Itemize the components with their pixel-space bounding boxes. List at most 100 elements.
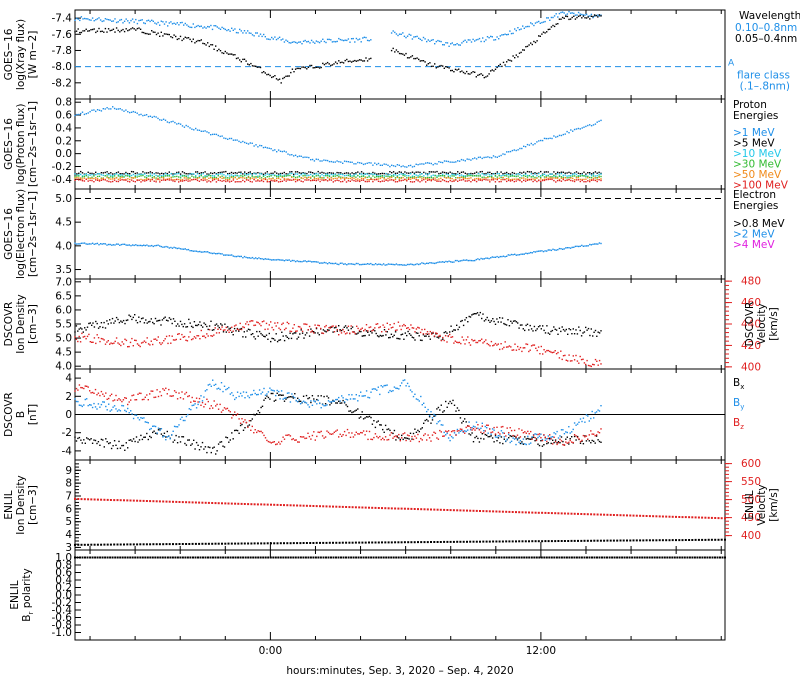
data-point xyxy=(155,174,157,177)
data-point xyxy=(541,173,544,176)
data-point xyxy=(362,172,365,174)
data-point xyxy=(596,335,598,337)
data-point xyxy=(396,329,398,331)
data-point xyxy=(170,342,172,344)
data-point xyxy=(413,57,415,60)
data-point xyxy=(503,346,505,349)
data-point xyxy=(292,504,295,507)
data-point xyxy=(87,243,89,245)
data-point xyxy=(376,174,378,177)
data-point xyxy=(308,335,311,337)
data-point xyxy=(512,349,515,351)
data-point xyxy=(259,173,261,175)
data-point xyxy=(306,68,308,70)
data-point xyxy=(296,338,298,340)
data-point xyxy=(77,330,79,332)
data-point xyxy=(415,398,418,400)
data-point xyxy=(350,327,352,330)
data-point xyxy=(505,324,508,326)
data-point xyxy=(461,259,463,262)
data-point xyxy=(587,364,590,367)
data-point xyxy=(421,178,423,180)
series--30-mev xyxy=(74,174,602,179)
data-point xyxy=(213,178,216,181)
data-point xyxy=(283,400,286,402)
data-point xyxy=(525,252,527,254)
data-point xyxy=(77,340,79,343)
data-point xyxy=(132,177,135,179)
data-point xyxy=(94,439,97,442)
data-point xyxy=(87,177,89,180)
data-point xyxy=(458,175,461,177)
data-point xyxy=(521,324,523,326)
data-point xyxy=(300,177,302,179)
data-point xyxy=(134,314,136,316)
data-point xyxy=(134,414,136,416)
data-point xyxy=(302,172,304,175)
data-point xyxy=(178,24,180,26)
data-point xyxy=(376,163,378,166)
data-point xyxy=(580,513,583,515)
data-point xyxy=(347,325,350,327)
data-point xyxy=(292,327,294,329)
data-point xyxy=(397,507,400,510)
data-point xyxy=(409,440,412,442)
data-point xyxy=(501,540,504,543)
data-point xyxy=(127,29,129,32)
data-point xyxy=(99,394,101,397)
data-point xyxy=(456,259,458,262)
data-point xyxy=(343,331,345,333)
data-point xyxy=(199,250,201,253)
data-point xyxy=(315,327,318,329)
data-point xyxy=(541,33,543,35)
data-point xyxy=(504,178,506,181)
data-point xyxy=(502,255,505,257)
data-point xyxy=(99,19,102,21)
data-point xyxy=(408,165,410,167)
data-point xyxy=(388,328,390,330)
y-tick-label: 7 xyxy=(65,491,72,503)
data-point xyxy=(352,398,355,400)
data-point xyxy=(291,154,293,156)
data-point xyxy=(567,512,570,515)
right-y-tick-label: 500 xyxy=(741,494,761,506)
data-point xyxy=(146,322,148,324)
series--10-mev xyxy=(74,172,602,177)
data-point xyxy=(421,427,423,429)
data-point xyxy=(165,245,167,248)
data-point xyxy=(446,406,448,408)
data-point xyxy=(472,179,474,181)
data-point xyxy=(283,260,286,262)
data-point xyxy=(573,180,576,183)
data-point xyxy=(461,42,463,44)
data-point xyxy=(175,35,177,38)
data-point xyxy=(165,319,168,321)
data-point xyxy=(411,175,414,177)
data-point xyxy=(597,14,599,16)
data-point xyxy=(344,39,346,41)
data-point xyxy=(319,160,321,162)
data-point xyxy=(390,263,393,265)
data-point xyxy=(593,243,596,245)
data-point xyxy=(452,437,454,439)
data-point xyxy=(406,57,409,59)
data-point xyxy=(332,400,334,402)
data-point xyxy=(260,406,262,409)
data-point xyxy=(510,32,513,35)
data-point xyxy=(447,172,449,174)
data-point xyxy=(163,435,166,437)
data-point xyxy=(400,507,403,510)
data-point xyxy=(282,322,284,324)
data-point xyxy=(172,500,174,503)
data-point xyxy=(549,176,551,178)
data-point xyxy=(125,397,127,399)
data-point xyxy=(145,543,148,546)
data-point xyxy=(199,338,201,340)
data-point xyxy=(83,498,86,501)
data-point xyxy=(541,511,544,514)
data-point xyxy=(81,332,83,335)
data-point xyxy=(144,396,146,398)
data-point xyxy=(364,173,366,175)
data-point xyxy=(521,511,524,514)
data-point xyxy=(350,38,353,40)
